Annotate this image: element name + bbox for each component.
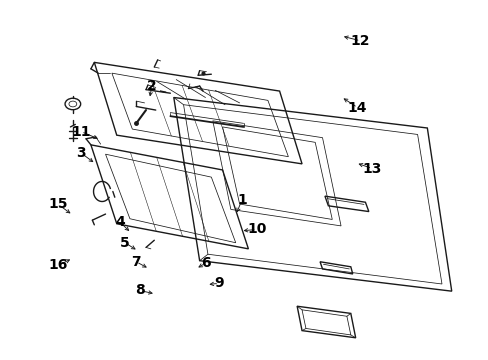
Text: 7: 7 — [131, 255, 141, 269]
Text: 13: 13 — [362, 162, 381, 176]
Text: 15: 15 — [48, 197, 68, 211]
Text: 11: 11 — [71, 125, 91, 139]
Text: 2: 2 — [147, 79, 157, 93]
Text: 4: 4 — [115, 215, 125, 229]
Text: 10: 10 — [246, 222, 266, 237]
Text: 5: 5 — [120, 236, 130, 250]
Text: 3: 3 — [76, 146, 86, 160]
Text: 16: 16 — [48, 258, 68, 273]
Text: 6: 6 — [200, 256, 210, 270]
Text: 12: 12 — [350, 34, 369, 48]
Text: 9: 9 — [214, 276, 224, 290]
Text: 14: 14 — [347, 100, 366, 114]
Text: 8: 8 — [135, 283, 144, 297]
Text: 1: 1 — [237, 193, 246, 207]
